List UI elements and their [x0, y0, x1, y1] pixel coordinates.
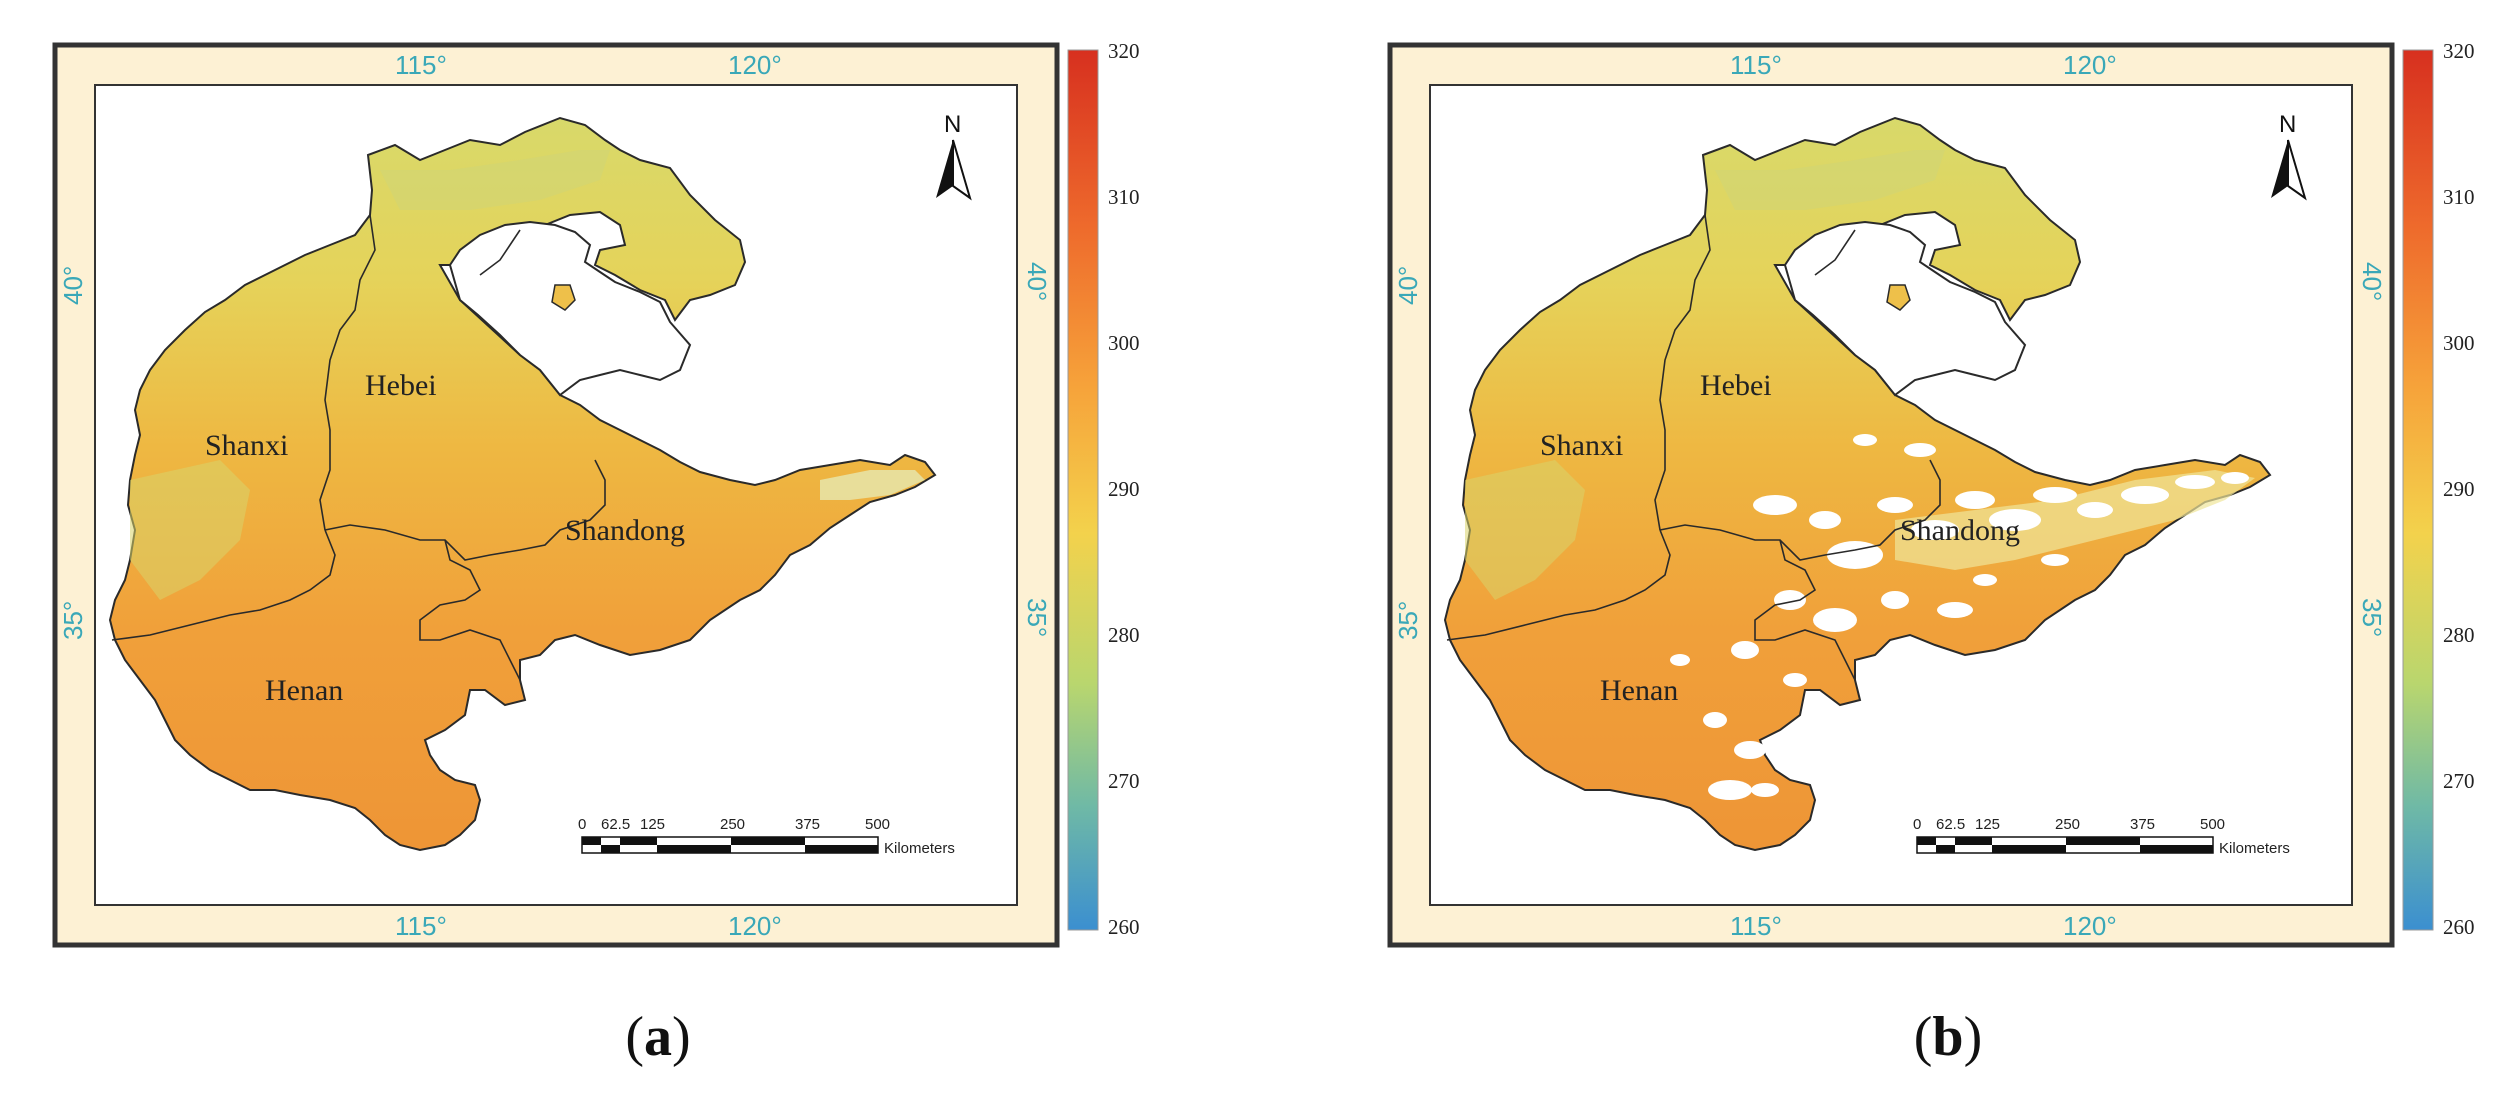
- north-arrow-label: N: [2279, 111, 2296, 138]
- lat-right-35: 35°: [1022, 598, 1052, 637]
- caption-open: (: [625, 1006, 644, 1068]
- colorbar-tick: 300: [1108, 331, 1140, 355]
- colorbar-tick: 290: [2443, 477, 2475, 501]
- caption-a: (a): [598, 1005, 718, 1069]
- panel-a: Shanxi Hebei Shandong Henan 115° 120° 11…: [52, 39, 1140, 948]
- lon-bottom-120: 120°: [2063, 911, 2117, 941]
- lon-bottom-115: 115°: [1730, 911, 1782, 941]
- region-label-shanxi: Shanxi: [1540, 429, 1623, 462]
- colorbar-tick: 270: [2443, 769, 2475, 793]
- lon-top-120: 120°: [2063, 50, 2117, 80]
- land-mass: [1443, 116, 2272, 852]
- caption-letter: b: [1932, 1006, 1964, 1068]
- colorbar-tick: 320: [2443, 39, 2475, 63]
- region-label-shandong: Shandong: [1900, 514, 2020, 547]
- colorbar-tick: 290: [1108, 477, 1140, 501]
- caption-close: ): [672, 1006, 691, 1068]
- scale-unit: Kilometers: [884, 840, 955, 857]
- scale-tick: 125: [1975, 816, 2000, 833]
- scale-tick: 500: [2200, 816, 2225, 833]
- scale-tick: 0: [1913, 816, 1921, 833]
- caption-close: ): [1963, 1006, 1983, 1068]
- colorbar-tick: 310: [1108, 185, 1140, 209]
- lat-left-40: 40°: [1393, 266, 1423, 305]
- lat-right-40: 40°: [2357, 262, 2387, 301]
- province-borders: [1446, 214, 1941, 681]
- scale-unit: Kilometers: [2219, 840, 2290, 857]
- colorbar: 320 310 300 290 280 270 260: [2402, 39, 2475, 939]
- colorbar: 320 310 300 290 280 270 260: [1067, 39, 1140, 939]
- north-arrow-label: N: [944, 111, 961, 138]
- scale-tick: 375: [2130, 816, 2155, 833]
- lon-top-115: 115°: [1730, 50, 1782, 80]
- colorbar-tick: 270: [1108, 769, 1140, 793]
- colorbar-tick: 280: [1108, 623, 1140, 647]
- north-arrow-icon: N: [936, 111, 972, 201]
- colorbar-tick: 260: [1108, 915, 1140, 939]
- map-panel-a: Shanxi Hebei Shandong Henan 115° 120° 11…: [52, 39, 1140, 948]
- panel-b: Shanxi Hebei Shandong Henan 115° 120° 11…: [1335, 0, 2520, 1094]
- caption-open: (: [1913, 1006, 1933, 1068]
- region-label-hebei: Hebei: [365, 369, 437, 402]
- map-panel-b: Shanxi Hebei Shandong Henan 115° 120° 11…: [1387, 39, 2475, 948]
- colorbar-tick: 310: [2443, 185, 2475, 209]
- province-borders: [111, 214, 606, 681]
- region-label-henan: Henan: [265, 674, 343, 707]
- lon-bottom-120: 120°: [728, 911, 782, 941]
- scale-tick: 125: [640, 816, 665, 833]
- caption-b: (b): [1888, 1005, 2008, 1069]
- scale-tick: 250: [2055, 816, 2080, 833]
- region-label-henan: Henan: [1600, 674, 1678, 707]
- colorbar-tick: 320: [1108, 39, 1140, 63]
- scale-tick: 62.5: [1936, 816, 1965, 833]
- scale-tick: 250: [720, 816, 745, 833]
- region-label-shanxi: Shanxi: [205, 429, 288, 462]
- lat-left-40: 40°: [58, 266, 88, 305]
- lon-bottom-115: 115°: [395, 911, 447, 941]
- caption-letter: a: [644, 1006, 672, 1068]
- colorbar-tick: 260: [2443, 915, 2475, 939]
- scale-tick: 0: [578, 816, 586, 833]
- lat-right-35: 35°: [2357, 598, 2387, 637]
- colorbar-tick: 280: [2443, 623, 2475, 647]
- colorbar-tick: 300: [2443, 331, 2475, 355]
- lon-top-115: 115°: [395, 50, 447, 80]
- lat-right-40: 40°: [1022, 262, 1052, 301]
- scale-bar: 0 62.5 125 250 375 500 Kilometers: [578, 816, 955, 857]
- scale-bar: 0 62.5 125 250 375 500 Kilometers: [1913, 816, 2290, 857]
- land-mass: [108, 116, 937, 852]
- region-label-hebei: Hebei: [1700, 369, 1772, 402]
- scale-tick: 375: [795, 816, 820, 833]
- lon-top-120: 120°: [728, 50, 782, 80]
- lat-left-35: 35°: [58, 601, 88, 640]
- lat-left-35: 35°: [1393, 601, 1423, 640]
- scale-tick: 62.5: [601, 816, 630, 833]
- region-label-shandong: Shandong: [565, 514, 685, 547]
- scale-tick: 500: [865, 816, 890, 833]
- north-arrow-icon: N: [2271, 111, 2307, 201]
